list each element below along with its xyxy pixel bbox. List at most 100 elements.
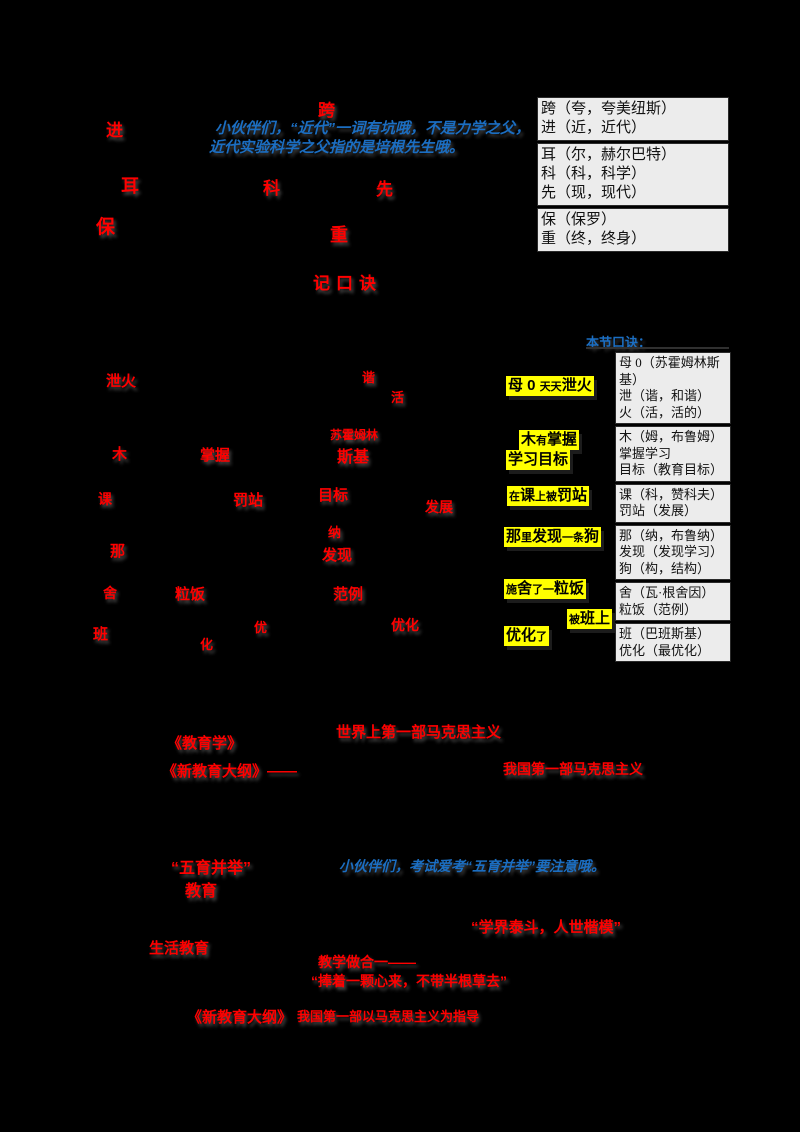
mnemonic-keyword: 上被 <box>535 491 558 503</box>
blue-note-line-1: 小伙伴们，“近代”一词有坑哦，不是力学之父， <box>215 120 531 137</box>
mnemonic-keyword: 被 <box>569 614 580 626</box>
bottom-note: 教学做合一—— <box>318 954 416 970</box>
box-group: 保（保罗） 重（终，终身） <box>537 208 729 252</box>
mnemonic-keyword: 优化 <box>506 627 537 644</box>
box-group: 木（姆，布鲁姆） 掌握学习 目标（教育目标） <box>615 426 731 482</box>
bottom-note: 我国第一部以马克思主义为指导 <box>297 1009 480 1024</box>
yellow-highlight-line: 那里发现一条狗 <box>504 527 602 548</box>
mnemonic-box-2: 母 0（苏霍姆林斯 基） 泄（谐，和谐） 火（活，活的） 木（姆，布鲁姆） 掌握学习 目标… <box>615 352 731 664</box>
red-keyword: 记口诀 <box>313 274 382 293</box>
box-group: 耳（尔，赫尔巴特） 科（科，科学） 先（现，现代） <box>537 143 729 206</box>
header-underline <box>586 347 729 349</box>
box-line: 火（活，活的） <box>619 404 711 420</box>
red-keyword: 化 <box>200 637 214 652</box>
mnemonic-keyword: 了 <box>536 631 548 643</box>
red-keyword: 发现 <box>322 547 353 564</box>
box-group: 母 0（苏霍姆林斯 基） 泄（谐，和谐） 火（活，活的） <box>615 352 731 424</box>
red-keyword: 苏霍姆林 <box>330 428 379 442</box>
mnemonic-keyword: 狗 <box>584 528 600 545</box>
bottom-note: “五育并举” <box>171 860 252 877</box>
bottom-note: 教育 <box>185 883 218 900</box>
red-keyword: 纳 <box>328 525 342 540</box>
mnemonic-keyword: 一 <box>543 584 555 596</box>
blue-note-line-2: 近代实验科学之父指的是培根先生哦。 <box>209 139 465 156</box>
mnemonic-keyword: 罚站 <box>557 487 588 504</box>
mnemonic-keyword: 那 <box>506 528 522 545</box>
box-line: 基） <box>619 371 646 387</box>
yellow-highlight-line: 被班上 <box>567 609 613 630</box>
box-line: 那（纳，布鲁纳） <box>619 527 724 543</box>
red-keyword: 优化 <box>391 617 419 633</box>
box-line: 优化（最优化） <box>619 642 711 658</box>
mnemonic-keyword: 掌握 <box>547 431 578 448</box>
box-line: 木（姆，布鲁姆） <box>619 429 724 444</box>
mnemonic-keyword: 在 <box>509 491 520 503</box>
bottom-note: 《新教育大纲》—— <box>162 763 298 780</box>
yellow-highlight-line: 木有掌握 <box>519 430 580 451</box>
box-line: 班（巴班斯基） <box>619 626 711 641</box>
red-keyword: 斯基 <box>337 449 370 466</box>
red-keyword: 那 <box>110 543 126 560</box>
red-keyword: 活 <box>391 390 405 405</box>
mnemonic-keyword: 一条 <box>562 532 585 544</box>
box-group: 课（科，赞科夫） 罚站（发展） <box>615 483 731 523</box>
box-line: 课（科，赞科夫） <box>619 486 724 502</box>
mnemonic-keyword: 粒饭 <box>554 580 585 597</box>
red-keyword: 掌握 <box>200 447 231 464</box>
mnemonic-keyword: 课 <box>520 487 536 504</box>
box-line: 粒饭（范例） <box>619 601 698 617</box>
red-keyword: 目标 <box>318 487 349 504</box>
box-group: 跨（夸，夸美纽斯） 进（近，近代） <box>537 97 729 141</box>
mnemonic-box-1: 跨（夸，夸美纽斯） 进（近，近代） 耳（尔，赫尔巴特） 科（科，科学） 先（现，现代）… <box>537 97 729 254</box>
box-group: 那（纳，布鲁纳） 发现（发现学习） 狗（构，结构） <box>615 524 731 580</box>
red-keyword: 进 <box>106 121 123 140</box>
box-line: 母 0（苏霍姆林斯 <box>619 355 720 370</box>
mnemonic-keyword: 发现 <box>532 528 563 545</box>
bottom-note: “学界泰斗，人世楷模” <box>471 919 622 936</box>
mnemonic-keyword: 学习目标 <box>508 451 569 468</box>
red-keyword: 舍 <box>103 585 117 601</box>
red-keyword: 范例 <box>333 586 364 603</box>
box-group: 班（巴班斯基） 优化（最优化） <box>615 623 731 662</box>
bottom-note: 《教育学》 <box>167 735 243 752</box>
box-line: 泄（谐，和谐） <box>619 388 711 403</box>
mnemonic-keyword: 班上 <box>580 610 611 627</box>
box-line: 重（终，终身） <box>541 231 647 247</box>
box-line: 掌握学习 <box>619 445 672 461</box>
yellow-highlight-line: 母 0 天天泄火 <box>506 376 594 397</box>
box-line: 跨（夸，夸美纽斯） <box>541 101 677 117</box>
box-line: 保（保罗） <box>541 212 617 228</box>
mnemonic-keyword: 天天 <box>539 381 562 393</box>
red-keyword: 科 <box>263 179 280 198</box>
red-keyword: 罚站 <box>233 492 264 509</box>
red-keyword: 课 <box>98 491 112 507</box>
red-keyword: 保 <box>96 217 116 238</box>
bottom-note: 世界上第一部马克思主义 <box>336 724 502 741</box>
box-line: 耳（尔，赫尔巴特） <box>541 147 677 163</box>
mnemonic-keyword: 舍 <box>517 580 533 597</box>
mnemonic-keyword: 有 <box>536 435 548 447</box>
red-keyword: 先 <box>376 180 393 199</box>
red-keyword: 泄火 <box>106 373 137 390</box>
mnemonic-keyword: 泄火 <box>561 377 592 394</box>
box-line: 目标（教育目标） <box>619 462 724 477</box>
mnemonic-keyword: 施 <box>506 584 517 596</box>
red-keyword: 粒饭 <box>175 586 206 603</box>
box-line: 罚站（发展） <box>619 503 698 518</box>
box-line: 狗（构，结构） <box>619 560 711 576</box>
red-keyword: 谐 <box>362 370 376 385</box>
bottom-blue-note: 小伙伴们，考试爱考“五育并举”要注意哦。 <box>339 858 605 874</box>
red-keyword: 优 <box>254 620 268 635</box>
red-keyword: 木 <box>112 446 128 463</box>
red-keyword: 发展 <box>425 499 453 515</box>
box-line: 舍（瓦·根舍因） <box>619 585 715 600</box>
bottom-note: 生活教育 <box>149 940 210 957</box>
yellow-highlight-line: 施舍了一粒饭 <box>504 579 587 600</box>
mnemonic-keyword: 了 <box>532 584 544 596</box>
bottom-note: “捧着一颗心来，不带半根草去” <box>311 973 507 989</box>
yellow-highlight-line: 优化了 <box>504 626 550 647</box>
box-line: 先（现，现代） <box>541 185 647 201</box>
mnemonic-keyword: 母 0 <box>508 377 540 394</box>
red-keyword: 重 <box>330 225 348 245</box>
